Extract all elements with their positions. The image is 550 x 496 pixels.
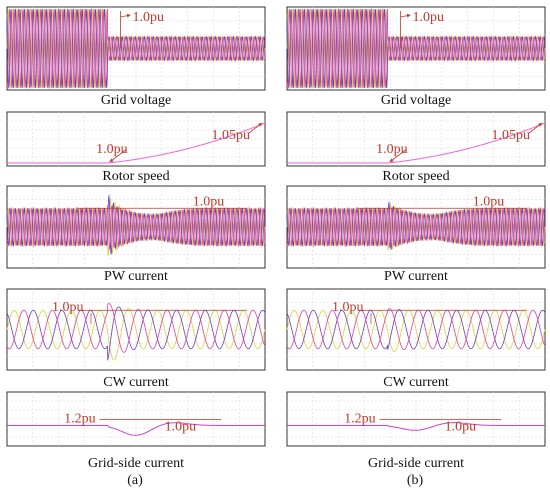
panel-pw-current-b: 1.0pu PW current: [286, 185, 546, 284]
pw-current-trace-phase-1: [6, 197, 266, 256]
annotation-1-2pu: 1.2pu: [64, 411, 96, 426]
panel-grid-voltage-b: 1.0pu Grid voltage: [286, 6, 546, 108]
annotation-1-2pu: 1.2pu: [344, 411, 376, 426]
panel-rotor-speed-b: 1.0pu 1.05pu Rotor speed: [286, 111, 546, 184]
annotation-arrow-head: [126, 13, 131, 18]
panel-grid-side-current-a: 1.2pu 1.0pu Grid-side current: [6, 391, 266, 471]
cw-current-trace-phase-1: [286, 309, 546, 352]
grid-current-trace: [7, 422, 265, 436]
panel-cw-current-a: 1.0pu CW current: [6, 288, 266, 390]
pw-current-trace-phase-3: [6, 204, 266, 251]
panel-caption: Grid-side current: [368, 456, 464, 471]
panel-caption: Grid voltage: [381, 93, 451, 108]
cw-current-trace-phase-1: [6, 308, 266, 361]
annotation-arrow-head: [406, 13, 411, 18]
annotation-1pu: 1.0pu: [473, 194, 505, 209]
voltage-trace-phase-1: [6, 8, 266, 89]
annotation-end-speed: 1.05pu: [212, 128, 251, 143]
column-label-a: (a): [127, 473, 143, 488]
panel-caption: Rotor speed: [382, 169, 449, 184]
cw-current-trace-phase-3: [6, 303, 266, 353]
annotation-arrow-end-head: [258, 123, 262, 127]
cw-current-trace-phase-2: [6, 306, 266, 361]
panel-caption: PW current: [104, 269, 168, 284]
pw-current-trace-phase-3: [286, 206, 546, 249]
grid-current-trace: [287, 422, 545, 431]
cw-current-trace-phase-3: [286, 308, 546, 351]
annotation-end-speed: 1.05pu: [492, 128, 531, 143]
panel-caption: CW current: [103, 375, 169, 390]
panel-grid-voltage-a: 1.0pu Grid voltage: [6, 6, 266, 108]
panel-grid-side-current-b: 1.2pu 1.0pu Grid-side current: [286, 391, 546, 471]
pw-current-trace-phase-1: [286, 203, 546, 251]
annotation-arrow-start-head: [389, 158, 394, 162]
panel-caption: Grid-side current: [88, 456, 184, 471]
panel-caption: CW current: [383, 375, 449, 390]
pw-current-trace-phase-2: [6, 194, 266, 255]
panel-caption: Grid voltage: [101, 93, 171, 108]
voltage-trace-phase-3: [6, 8, 266, 89]
speed-trace: [7, 122, 266, 164]
voltage-trace-phase-1: [286, 8, 546, 89]
annotation-1pu: 1.0pu: [332, 300, 364, 315]
annotation-1pu: 1.0pu: [193, 194, 225, 209]
speed-trace: [287, 122, 546, 164]
panel-rotor-speed-a: 1.0pu 1.05pu Rotor speed: [6, 111, 266, 184]
voltage-trace-phase-3: [286, 8, 546, 89]
annotation-start-speed: 1.0pu: [376, 142, 408, 157]
annotation-1pu: 1.0pu: [165, 419, 197, 434]
panel-cw-current-b: 1.0pu CW current: [286, 288, 546, 390]
panel-pw-current-a: 1.0pu PW current: [6, 185, 266, 284]
panel-caption: Rotor speed: [102, 169, 169, 184]
voltage-trace-phase-2: [6, 8, 266, 89]
cw-current-trace-phase-2: [286, 309, 546, 350]
annotation-1pu: 1.0pu: [445, 419, 477, 434]
annotation-start-speed: 1.0pu: [96, 142, 128, 157]
annotation-1pu: 1.0pu: [52, 300, 84, 315]
annotation-1pu: 1.0pu: [413, 10, 445, 25]
column-label-b: (b): [407, 473, 424, 488]
annotation-arrow-end-head: [538, 123, 542, 127]
voltage-trace-phase-2: [286, 8, 546, 89]
pw-current-trace-phase-2: [286, 201, 546, 251]
annotation-1pu: 1.0pu: [133, 10, 165, 25]
panel-caption: PW current: [384, 269, 448, 284]
annotation-arrow-start-head: [109, 158, 114, 162]
